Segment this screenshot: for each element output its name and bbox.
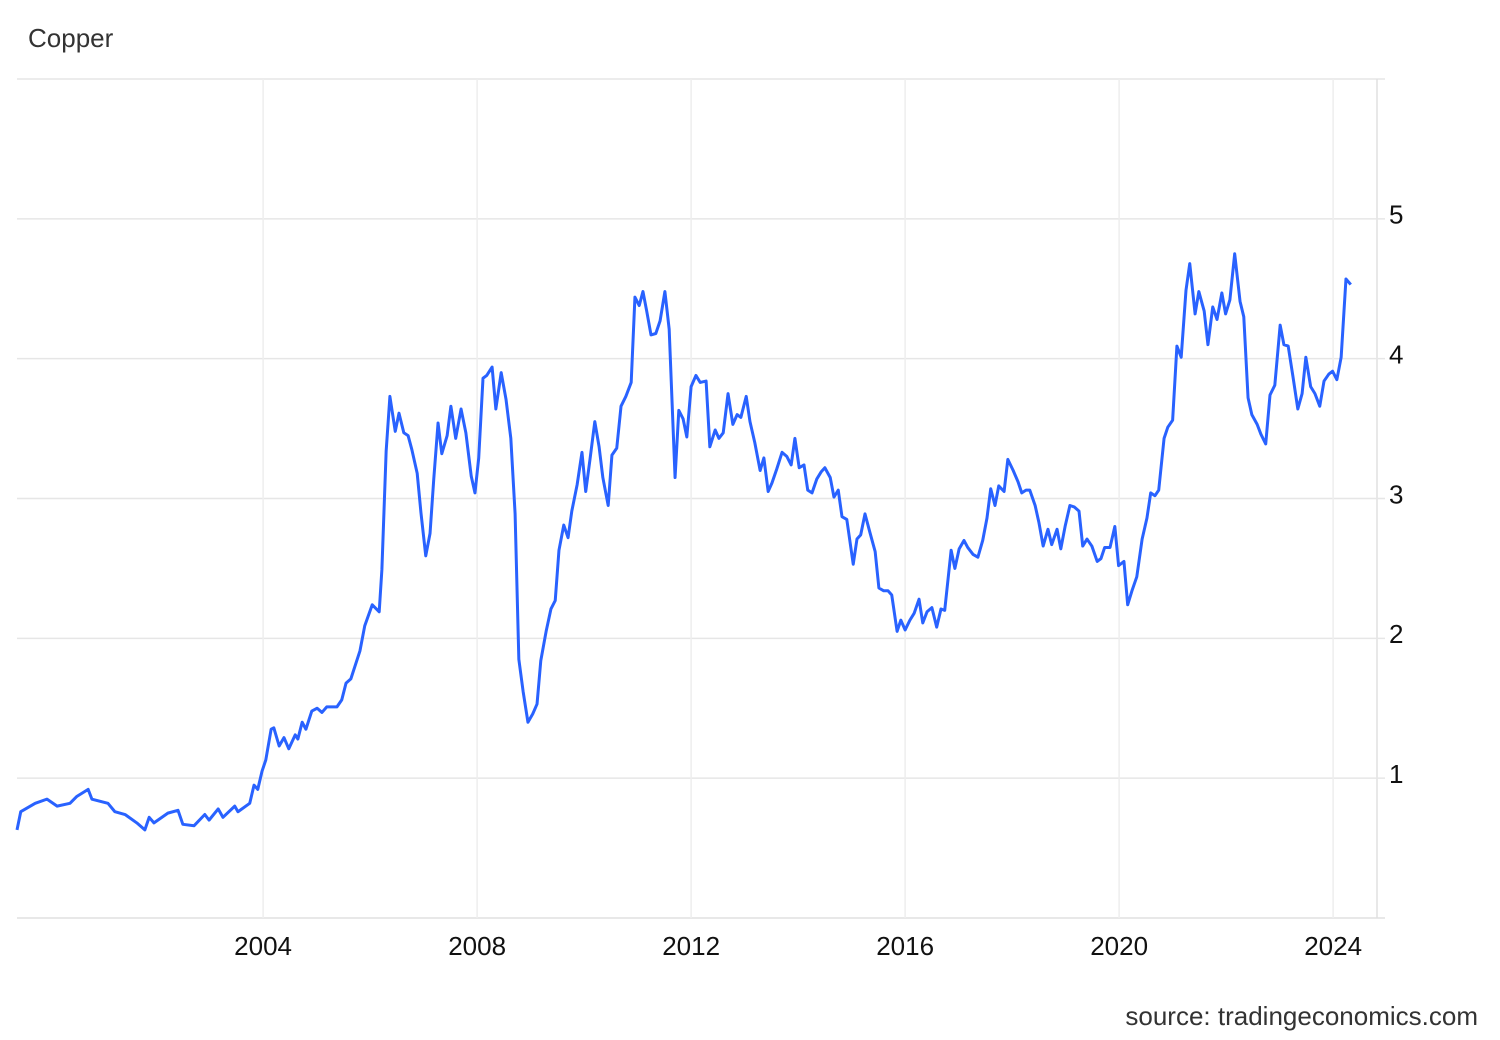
y-tick-label: 3 (1389, 479, 1403, 509)
price-line (15, 252, 1352, 832)
x-tick-label: 2012 (662, 931, 720, 961)
x-tick-label: 2024 (1304, 931, 1362, 961)
y-tick-label: 4 (1389, 340, 1403, 370)
source-note: source: tradingeconomics.com (1125, 1001, 1478, 1031)
chart-title: Copper (28, 23, 114, 53)
x-tick-label: 2016 (876, 931, 934, 961)
y-tick-label: 2 (1389, 619, 1403, 649)
x-tick-label: 2008 (448, 931, 506, 961)
y-tick-label: 1 (1389, 759, 1403, 789)
y-tick-label: 5 (1389, 200, 1403, 230)
x-tick-label: 2020 (1090, 931, 1148, 961)
x-tick-label: 2004 (234, 931, 292, 961)
